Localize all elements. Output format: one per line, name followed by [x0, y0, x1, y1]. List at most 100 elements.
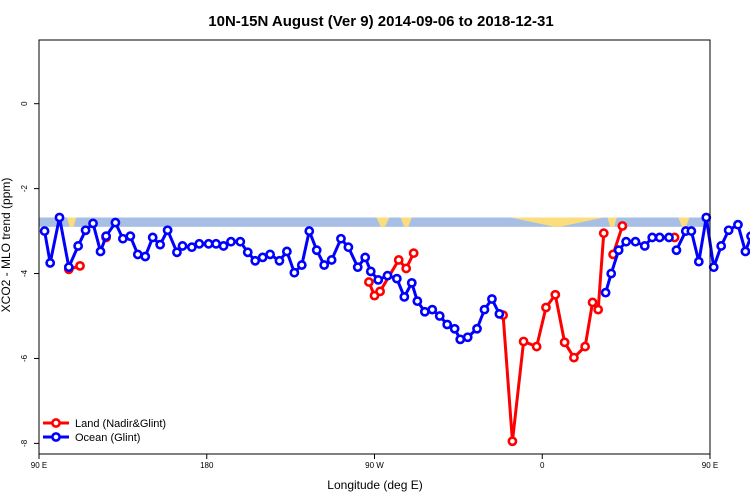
ocean-point: [434, 311, 445, 321]
land-span-1: [376, 217, 390, 227]
ocean-point: [343, 242, 354, 253]
land-line-3: [501, 293, 595, 443]
land-point: [617, 221, 628, 231]
land-point: [393, 255, 404, 265]
legend-ocean-marker: [51, 432, 61, 442]
ocean-point: [54, 212, 65, 223]
land-line-4: [596, 233, 606, 310]
ocean-point: [218, 241, 229, 251]
y-axis-label: XCO2 - MLO trend (ppm): [0, 178, 13, 313]
ocean-point: [80, 225, 91, 236]
legend-land-label: Land (Nadir&Glint): [75, 418, 166, 430]
ocean-point: [664, 232, 674, 243]
ocean-point: [304, 226, 315, 236]
land-point: [531, 341, 542, 352]
ocean-point: [733, 219, 743, 230]
ocean-point: [172, 247, 182, 258]
x-tick-label-1: 180: [200, 461, 214, 470]
ocean-point: [203, 238, 214, 249]
ocean-point: [494, 308, 505, 319]
ocean-point: [117, 233, 128, 244]
ocean-point: [406, 277, 417, 288]
ocean-point: [336, 233, 346, 244]
ocean-point: [427, 304, 438, 315]
legend-ocean-label: Ocean (Glint): [75, 432, 140, 444]
ocean-point: [701, 212, 712, 223]
ocean-point: [226, 236, 236, 247]
y-tick-label-1: -2: [20, 185, 29, 193]
ocean-point: [257, 252, 268, 263]
ocean-point: [412, 296, 423, 307]
ocean-point: [101, 231, 111, 242]
ocean-point: [365, 266, 376, 277]
ocean-point: [274, 255, 285, 266]
ocean-point: [194, 238, 205, 249]
land-point: [587, 297, 598, 308]
axes: 90 E 180 90 W 0 90 E 0 -2 -4 -6 -8: [20, 101, 718, 470]
ocean-point: [110, 217, 121, 228]
ocean-point: [479, 304, 490, 315]
ocean-point: [125, 231, 136, 242]
ocean-point: [211, 238, 221, 249]
ocean-point: [177, 241, 188, 251]
legend: Land (Nadir&Glint) Ocean (Glint): [43, 418, 166, 444]
ocean-point: [289, 267, 300, 278]
ocean-point: [281, 246, 292, 257]
ocean-point: [155, 239, 166, 250]
ocean-point: [250, 255, 261, 266]
ocean-point: [162, 225, 173, 236]
x-tick-label-0: 90 E: [31, 461, 47, 470]
ocean-point: [613, 245, 624, 256]
ocean-point: [647, 232, 658, 243]
ocean-point: [399, 291, 410, 302]
ocean-point: [746, 231, 750, 241]
ocean-point: [686, 226, 697, 236]
ocean-point: [600, 287, 611, 298]
ocean-point: [708, 262, 719, 273]
land-span-2: [400, 217, 412, 227]
ocean-point: [296, 260, 307, 270]
reference-band: [39, 217, 710, 227]
ocean-point: [442, 319, 453, 330]
land-span-4: [607, 217, 617, 227]
ocean-point: [716, 241, 727, 251]
ocean-point: [621, 236, 632, 247]
land-point: [401, 263, 412, 274]
land-series: [63, 221, 680, 447]
y-tick-label-0: 0: [20, 101, 29, 106]
x-axis-label: Longitude (deg E): [327, 478, 422, 492]
ocean-point: [360, 252, 371, 263]
land-point: [75, 260, 85, 271]
ocean-point: [242, 247, 253, 258]
ocean-point: [88, 218, 98, 229]
ocean-point: [352, 262, 363, 273]
ocean-line-0: [43, 215, 501, 341]
ocean-point: [419, 306, 430, 317]
ocean-point: [39, 226, 50, 236]
ocean-point: [606, 268, 617, 279]
ocean-point: [140, 251, 151, 262]
land-span-0: [66, 217, 77, 227]
ocean-point: [373, 275, 384, 285]
land-point: [408, 248, 419, 259]
ocean-point: [693, 256, 704, 267]
land-point: [364, 277, 374, 287]
ocean-series: [39, 212, 750, 345]
ocean-point: [740, 246, 750, 257]
ocean-point: [45, 258, 56, 268]
legend-land-marker: [51, 418, 61, 428]
ocean-point: [63, 262, 74, 273]
ocean-point: [472, 323, 482, 334]
ocean-point: [630, 236, 641, 247]
y-tick-label-2: -4: [20, 269, 29, 277]
ocean-point: [311, 245, 322, 256]
y-tick-label-4: -8: [20, 439, 29, 447]
ocean-point: [95, 246, 106, 257]
land-point: [580, 341, 591, 352]
ocean-point: [449, 323, 460, 334]
ocean-point: [147, 232, 158, 243]
x-tick-label-4: 90 E: [702, 461, 718, 470]
ocean-point: [326, 255, 337, 265]
ocean-point: [723, 225, 734, 236]
